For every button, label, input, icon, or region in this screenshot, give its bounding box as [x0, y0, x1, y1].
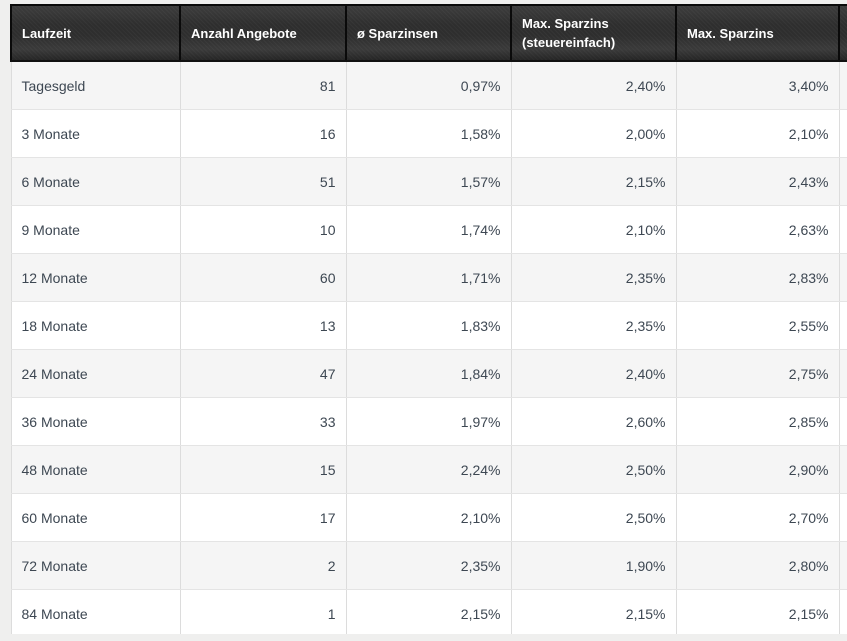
cell-cutoff [838, 61, 847, 110]
cell-avg-sparzinsen: 1,97% [345, 397, 511, 446]
cell-anzahl-angebote: 51 [179, 157, 346, 206]
cell-anzahl-angebote: 1 [179, 589, 346, 634]
cell-anzahl-angebote: 16 [179, 109, 346, 158]
cell-laufzeit: 3 Monate [10, 109, 180, 158]
cell-cutoff [838, 349, 847, 398]
cell-cutoff [838, 541, 847, 590]
table-row-36-monate: 36 Monate 33 1,97% 2,60% 2,85% [10, 397, 847, 446]
header-cutoff-column [838, 4, 847, 62]
cell-laufzeit: 12 Monate [10, 253, 180, 302]
cell-cutoff [838, 157, 847, 206]
cell-cutoff [838, 397, 847, 446]
cell-cutoff [838, 205, 847, 254]
rates-table-container: Laufzeit Anzahl Angebote ø Sparzinsen Ma… [10, 4, 847, 634]
cell-max-sparzins: 3,40% [675, 61, 839, 110]
cell-max-sparzins: 2,55% [675, 301, 839, 350]
cell-cutoff [838, 445, 847, 494]
cell-max-sparzins-steuereinfach: 2,40% [510, 349, 676, 398]
header-anzahl-angebote: Anzahl Angebote [179, 4, 346, 62]
cell-max-sparzins-steuereinfach: 2,10% [510, 205, 676, 254]
header-max-sparzins: Max. Sparzins [675, 4, 839, 62]
table-row-60-monate: 60 Monate 17 2,10% 2,50% 2,70% [10, 493, 847, 542]
cell-max-sparzins: 2,10% [675, 109, 839, 158]
header-laufzeit: Laufzeit [10, 4, 180, 62]
cell-max-sparzins: 2,83% [675, 253, 839, 302]
cell-max-sparzins: 2,80% [675, 541, 839, 590]
cell-max-sparzins-steuereinfach: 2,00% [510, 109, 676, 158]
cell-anzahl-angebote: 60 [179, 253, 346, 302]
cell-cutoff [838, 301, 847, 350]
cell-max-sparzins: 2,63% [675, 205, 839, 254]
cell-max-sparzins-steuereinfach: 2,50% [510, 445, 676, 494]
cell-max-sparzins-steuereinfach: 2,35% [510, 253, 676, 302]
cell-laufzeit: 72 Monate [10, 541, 180, 590]
cell-laufzeit: 18 Monate [10, 301, 180, 350]
cell-avg-sparzinsen: 2,35% [345, 541, 511, 590]
cell-anzahl-angebote: 10 [179, 205, 346, 254]
table-row-3-monate: 3 Monate 16 1,58% 2,00% 2,10% [10, 109, 847, 158]
table-row-9-monate: 9 Monate 10 1,74% 2,10% 2,63% [10, 205, 847, 254]
cell-anzahl-angebote: 17 [179, 493, 346, 542]
cell-avg-sparzinsen: 2,10% [345, 493, 511, 542]
cell-max-sparzins-steuereinfach: 2,15% [510, 589, 676, 634]
cell-max-sparzins-steuereinfach: 2,50% [510, 493, 676, 542]
cell-max-sparzins: 2,70% [675, 493, 839, 542]
cell-anzahl-angebote: 81 [179, 61, 346, 110]
cell-avg-sparzinsen: 2,15% [345, 589, 511, 634]
cell-avg-sparzinsen: 2,24% [345, 445, 511, 494]
cell-max-sparzins-steuereinfach: 2,15% [510, 157, 676, 206]
table-row-84-monate: 84 Monate 1 2,15% 2,15% 2,15% [10, 589, 847, 634]
cell-max-sparzins-steuereinfach: 2,40% [510, 61, 676, 110]
cell-max-sparzins: 2,15% [675, 589, 839, 634]
header-row: Laufzeit Anzahl Angebote ø Sparzinsen Ma… [10, 4, 847, 62]
cell-avg-sparzinsen: 1,84% [345, 349, 511, 398]
header-max-sparzins-steuereinfach: Max. Sparzins (steuereinfach) [510, 4, 676, 62]
cell-max-sparzins: 2,75% [675, 349, 839, 398]
cell-anzahl-angebote: 13 [179, 301, 346, 350]
table-header: Laufzeit Anzahl Angebote ø Sparzinsen Ma… [10, 4, 847, 62]
cell-anzahl-angebote: 2 [179, 541, 346, 590]
table-row-24-monate: 24 Monate 47 1,84% 2,40% 2,75% [10, 349, 847, 398]
cell-avg-sparzinsen: 1,57% [345, 157, 511, 206]
cell-max-sparzins: 2,90% [675, 445, 839, 494]
table-body: Tagesgeld 81 0,97% 2,40% 3,40% 3 Monate … [10, 61, 847, 634]
cell-laufzeit: 24 Monate [10, 349, 180, 398]
table-row-6-monate: 6 Monate 51 1,57% 2,15% 2,43% [10, 157, 847, 206]
cell-laufzeit: 84 Monate [10, 589, 180, 634]
cell-max-sparzins: 2,43% [675, 157, 839, 206]
cell-max-sparzins-steuereinfach: 1,90% [510, 541, 676, 590]
cell-anzahl-angebote: 47 [179, 349, 346, 398]
table-row-72-monate: 72 Monate 2 2,35% 1,90% 2,80% [10, 541, 847, 590]
cell-anzahl-angebote: 33 [179, 397, 346, 446]
cell-cutoff [838, 493, 847, 542]
cell-avg-sparzinsen: 1,74% [345, 205, 511, 254]
table-row-tagesgeld: Tagesgeld 81 0,97% 2,40% 3,40% [10, 61, 847, 110]
cell-laufzeit: 9 Monate [10, 205, 180, 254]
cell-avg-sparzinsen: 0,97% [345, 61, 511, 110]
cell-laufzeit: 48 Monate [10, 445, 180, 494]
cell-cutoff [838, 109, 847, 158]
cell-cutoff [838, 253, 847, 302]
cell-cutoff [838, 589, 847, 634]
cell-laufzeit: 36 Monate [10, 397, 180, 446]
header-avg-sparzinsen: ø Sparzinsen [345, 4, 511, 62]
cell-avg-sparzinsen: 1,58% [345, 109, 511, 158]
savings-rates-table: Laufzeit Anzahl Angebote ø Sparzinsen Ma… [10, 4, 847, 634]
cell-max-sparzins-steuereinfach: 2,35% [510, 301, 676, 350]
cell-laufzeit: 6 Monate [10, 157, 180, 206]
table-row-18-monate: 18 Monate 13 1,83% 2,35% 2,55% [10, 301, 847, 350]
table-row-48-monate: 48 Monate 15 2,24% 2,50% 2,90% [10, 445, 847, 494]
cell-avg-sparzinsen: 1,71% [345, 253, 511, 302]
table-row-12-monate: 12 Monate 60 1,71% 2,35% 2,83% [10, 253, 847, 302]
cell-anzahl-angebote: 15 [179, 445, 346, 494]
cell-max-sparzins-steuereinfach: 2,60% [510, 397, 676, 446]
cell-laufzeit: 60 Monate [10, 493, 180, 542]
cell-max-sparzins: 2,85% [675, 397, 839, 446]
cell-laufzeit: Tagesgeld [10, 61, 180, 110]
cell-avg-sparzinsen: 1,83% [345, 301, 511, 350]
